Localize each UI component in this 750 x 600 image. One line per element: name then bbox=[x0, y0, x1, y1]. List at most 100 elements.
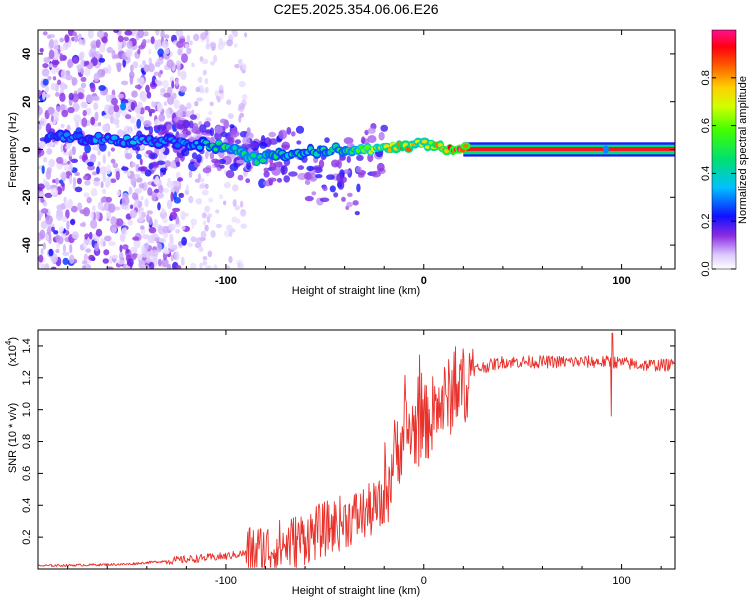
noise-blob bbox=[205, 43, 211, 50]
noise-blob bbox=[42, 78, 49, 86]
snr-xlabel: Height of straight line (km) bbox=[292, 585, 420, 597]
noise-blob bbox=[87, 161, 94, 167]
noise-blob bbox=[186, 34, 191, 43]
scatter-blob bbox=[248, 142, 259, 148]
scatter-blob bbox=[281, 141, 291, 151]
noise-blob bbox=[70, 158, 78, 163]
noise-blob bbox=[62, 151, 70, 156]
noise-blob bbox=[148, 48, 152, 55]
scatter-blob bbox=[242, 136, 251, 145]
colorbar-tick-label: 0.2 bbox=[700, 214, 712, 229]
noise-blob bbox=[175, 265, 182, 269]
snr-multiplier-label: (x104) bbox=[4, 337, 19, 367]
noise-blob bbox=[45, 233, 49, 242]
scatter-blob bbox=[166, 124, 173, 131]
noise-blob bbox=[79, 222, 86, 227]
noise-blob bbox=[141, 250, 149, 258]
colorbar-tick-label: 0.8 bbox=[700, 70, 712, 85]
scatter-blob bbox=[354, 211, 360, 216]
noise-blob bbox=[102, 154, 107, 164]
noise-blob bbox=[80, 76, 87, 82]
noise-blob bbox=[228, 232, 233, 237]
noise-blob bbox=[181, 225, 186, 231]
noise-blob bbox=[134, 188, 143, 194]
noise-blob bbox=[244, 32, 248, 38]
noise-blob bbox=[46, 167, 52, 174]
noise-blob bbox=[137, 216, 144, 223]
noise-blob bbox=[163, 92, 171, 98]
noise-blob bbox=[233, 43, 238, 48]
noise-blob bbox=[81, 38, 86, 46]
noise-blob bbox=[38, 183, 45, 190]
ridge-blob bbox=[463, 144, 469, 148]
noise-blob bbox=[125, 248, 130, 254]
noise-blob bbox=[202, 256, 208, 261]
spectrogram-ticks: -100 0 100 -40 -20 0 20 40 bbox=[21, 30, 675, 287]
noise-blob bbox=[185, 110, 192, 118]
scatter-blob bbox=[245, 178, 251, 184]
noise-blob bbox=[90, 83, 96, 93]
noise-blob bbox=[186, 102, 192, 110]
noise-blob bbox=[45, 123, 52, 133]
noise-blob bbox=[136, 112, 141, 119]
noise-blob bbox=[130, 101, 136, 111]
noise-blob bbox=[125, 114, 132, 120]
noise-blob bbox=[232, 199, 237, 207]
noise-blob bbox=[96, 166, 100, 175]
noise-blob bbox=[124, 153, 133, 160]
noise-blob bbox=[42, 91, 46, 101]
scatter-blob bbox=[341, 196, 346, 202]
ridge-blob bbox=[174, 142, 181, 148]
scatter-blob bbox=[356, 154, 364, 161]
noise-blob bbox=[207, 213, 213, 219]
scatter-blob bbox=[371, 170, 381, 178]
noise-blob bbox=[72, 57, 79, 64]
noise-blob bbox=[108, 203, 116, 214]
noise-blob bbox=[88, 48, 96, 58]
noise-blob bbox=[143, 64, 150, 73]
ridge-blob bbox=[129, 140, 137, 145]
noise-blob bbox=[41, 165, 45, 175]
noise-blob bbox=[67, 60, 73, 69]
noise-blob bbox=[80, 59, 85, 70]
noise-blob bbox=[208, 197, 214, 203]
scatter-blob bbox=[149, 162, 159, 168]
noise-blob bbox=[66, 220, 70, 231]
scatter-blob bbox=[191, 152, 198, 160]
scatter-blob bbox=[267, 177, 277, 182]
noise-blob bbox=[62, 243, 66, 254]
noise-blob bbox=[76, 177, 82, 185]
noise-blob bbox=[121, 227, 128, 237]
noise-blob bbox=[102, 124, 109, 133]
noise-blob bbox=[202, 69, 207, 76]
noise-blob bbox=[39, 191, 45, 198]
noise-blob bbox=[171, 80, 175, 89]
noise-blob bbox=[65, 145, 71, 150]
scatter-blob bbox=[214, 159, 221, 168]
noise-blob bbox=[204, 205, 211, 213]
snr-ylabel: SNR (10 * v/v) bbox=[7, 403, 19, 473]
noise-blob bbox=[170, 191, 174, 202]
noise-blob bbox=[105, 164, 112, 175]
scatter-blob bbox=[175, 161, 181, 168]
noise-blob bbox=[146, 91, 152, 99]
noise-blob bbox=[99, 166, 107, 175]
scatter-blob bbox=[336, 181, 343, 188]
ridge-blob bbox=[602, 145, 609, 154]
snr-line-group bbox=[38, 332, 675, 568]
spec-ytick-label: 40 bbox=[21, 48, 33, 60]
noise-blob bbox=[119, 244, 123, 253]
noise-blob bbox=[122, 244, 129, 250]
noise-blob bbox=[69, 244, 73, 254]
noise-blob bbox=[56, 204, 64, 211]
noise-blob bbox=[208, 110, 213, 116]
noise-blob bbox=[157, 48, 164, 57]
snr-series-line bbox=[38, 332, 675, 568]
noise-blob bbox=[223, 230, 231, 238]
spec-xtick-label: 100 bbox=[612, 275, 630, 287]
noise-blob bbox=[95, 228, 103, 237]
noise-blob bbox=[118, 251, 124, 261]
noise-blob bbox=[204, 30, 209, 37]
noise-blob bbox=[130, 176, 137, 187]
scatter-blob bbox=[297, 165, 305, 171]
